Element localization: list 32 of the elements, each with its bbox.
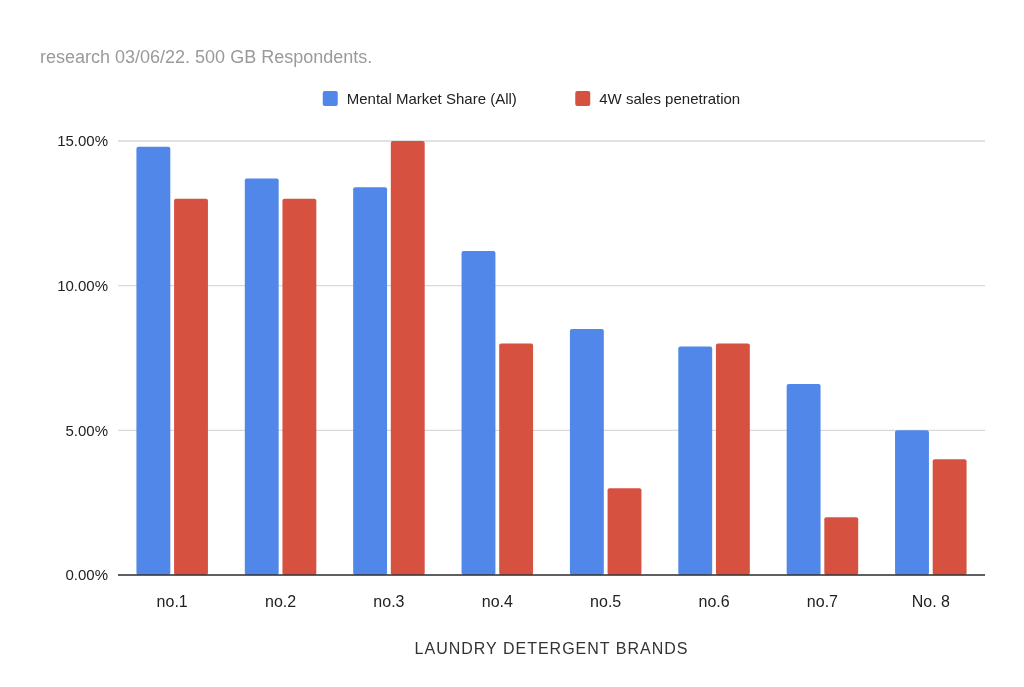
bar — [715, 343, 750, 575]
bar — [390, 141, 425, 575]
bar — [136, 146, 171, 575]
bar — [499, 343, 534, 575]
bar — [174, 198, 208, 575]
bar — [607, 488, 642, 575]
x-tick-label: no.7 — [806, 593, 839, 610]
y-tick-label: 10.00% — [57, 276, 108, 294]
legend-label: 4W sales penetration — [599, 89, 741, 107]
bar — [244, 178, 279, 575]
y-tick-label: 5.00% — [65, 421, 108, 439]
bar — [932, 459, 967, 575]
x-tick-label: no.5 — [590, 593, 622, 610]
x-tick-label: no.6 — [698, 593, 730, 610]
x-tick-label: no.3 — [373, 593, 405, 610]
bar — [353, 187, 388, 575]
bar — [824, 517, 859, 575]
bar — [569, 329, 604, 575]
x-tick-label: No. 8 — [911, 593, 951, 610]
bar — [461, 250, 496, 575]
bar — [895, 430, 929, 575]
bar — [282, 198, 317, 575]
legend-label: Mental Market Share (All) — [346, 89, 517, 107]
x-tick-label: no.4 — [481, 593, 513, 610]
chart-title: research 03/06/22. 500 GB Respondents. — [40, 47, 373, 67]
bar — [678, 346, 713, 575]
x-axis-title: LAUNDRY DETERGENT BRANDS — [414, 640, 689, 657]
y-tick-label: 0.00% — [65, 566, 108, 584]
x-tick-label: no.1 — [156, 593, 188, 610]
y-tick-label: 15.00% — [57, 132, 108, 150]
x-tick-label: no.2 — [264, 593, 297, 610]
bar — [786, 384, 821, 575]
